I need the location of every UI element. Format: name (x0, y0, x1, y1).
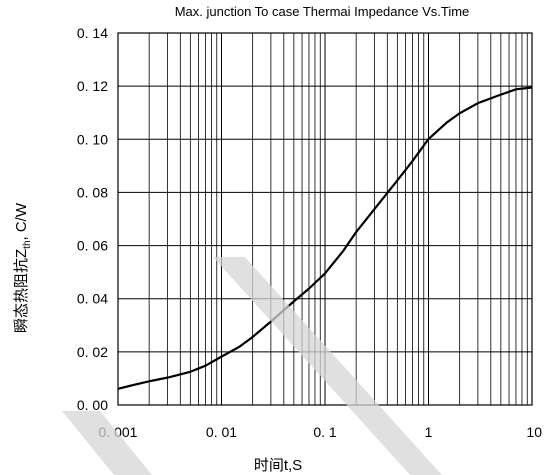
plot-frame (117, 32, 533, 406)
watermark-stripe (213, 257, 442, 475)
watermark (62, 257, 442, 475)
y-axis-label-prefix: 瞬态热阻抗 (13, 258, 30, 333)
y-tick-label: 0. 02 (77, 344, 108, 360)
y-tick-label: 0. 06 (77, 238, 108, 254)
y-tick-label: 0. 12 (77, 78, 108, 94)
x-tick-label: 0. 1 (313, 424, 337, 440)
series-group (117, 86, 533, 390)
y-tick-label: 0. 14 (77, 25, 108, 41)
x-tick-labels: 0. 001 0. 01 0. 1 1 10 (99, 424, 543, 440)
y-axis-label-group: 瞬态热阻抗Zth, C/W (13, 202, 33, 333)
y-axis-label-subscript: th (22, 240, 33, 248)
y-axis-label: 瞬态热阻抗Zth, C/W (13, 202, 33, 333)
chart-title: Max. junction To case Thermai Impedance … (175, 4, 470, 19)
series-line (117, 86, 533, 390)
x-axis-label: 时间t,S (254, 457, 302, 474)
y-tick-label: 0. 00 (77, 397, 108, 413)
y-tick-labels: 0. 00 0. 02 0. 04 0. 06 0. 08 0. 10 0. 12 0. 14 (77, 25, 108, 413)
y-tick-label: 0. 04 (77, 291, 108, 307)
y-axis-label-symbol: Z (13, 249, 30, 258)
y-axis-label-suffix: , C/W (13, 202, 30, 240)
x-tick-label: 10 (526, 424, 542, 440)
x-tick-label: 1 (425, 424, 433, 440)
x-tick-label: 0. 01 (206, 424, 237, 440)
watermark-stripe (62, 411, 152, 475)
y-tick-label: 0. 08 (77, 184, 108, 200)
y-tick-label: 0. 10 (77, 131, 108, 147)
plot-border (117, 32, 533, 406)
